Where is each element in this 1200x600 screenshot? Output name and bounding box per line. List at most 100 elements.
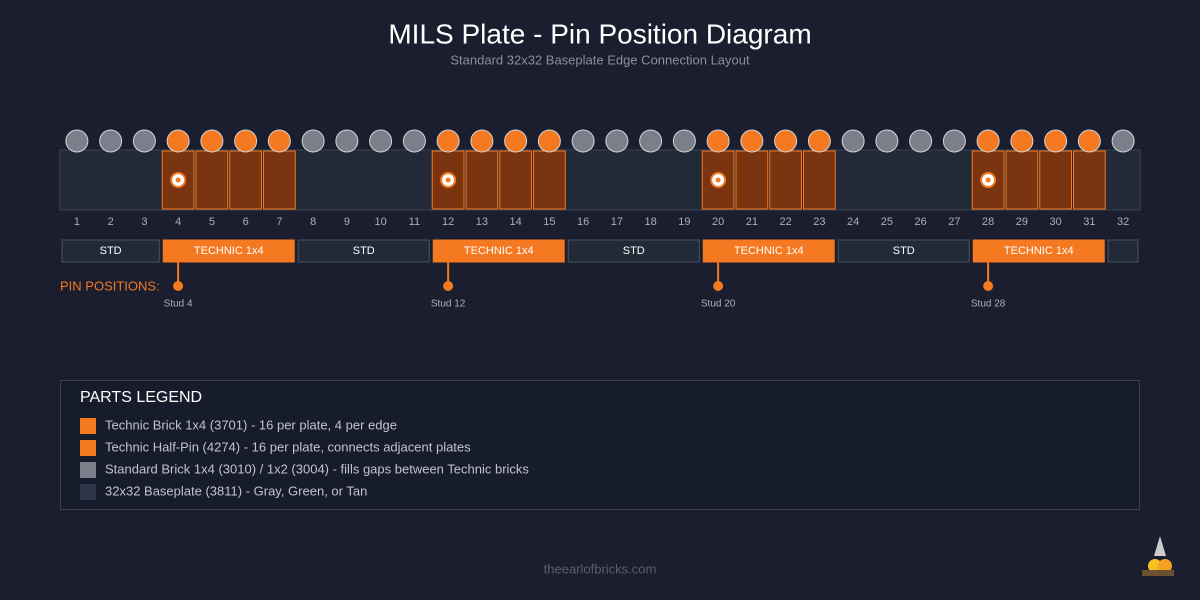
stud bbox=[774, 129, 798, 153]
technic-cell bbox=[499, 150, 532, 210]
stud-number: 22 bbox=[780, 216, 792, 228]
segment bbox=[567, 239, 700, 263]
stud-number: 16 bbox=[577, 216, 589, 228]
stud-number: 1 bbox=[74, 216, 80, 228]
legend-text: Technic Half-Pin (4274) - 16 per plate, … bbox=[105, 439, 471, 454]
technic-cell bbox=[229, 150, 262, 210]
stud-number: 26 bbox=[915, 216, 927, 228]
segment-label: STD bbox=[893, 245, 915, 257]
stud-number: 6 bbox=[243, 216, 249, 228]
stud-number: 13 bbox=[476, 216, 488, 228]
stud bbox=[402, 129, 426, 153]
legend-text: 32x32 Baseplate (3811) - Gray, Green, or… bbox=[105, 483, 367, 498]
stud bbox=[909, 129, 933, 153]
stud-number: 18 bbox=[645, 216, 657, 228]
segment bbox=[61, 239, 160, 263]
stud-number: 20 bbox=[712, 216, 724, 228]
half-pin-core bbox=[175, 177, 181, 183]
technic-cell bbox=[769, 150, 802, 210]
stud-number: 25 bbox=[881, 216, 893, 228]
stud bbox=[875, 129, 899, 153]
stud bbox=[1111, 129, 1135, 153]
stud bbox=[369, 129, 393, 153]
technic-cell bbox=[195, 150, 229, 210]
stud bbox=[200, 129, 224, 153]
pin-label: Stud 28 bbox=[971, 299, 1006, 310]
stud bbox=[740, 129, 764, 153]
stud-number: 28 bbox=[982, 216, 994, 228]
segment-label: STD bbox=[623, 245, 645, 257]
stud bbox=[1044, 129, 1068, 153]
pin-dot bbox=[713, 281, 724, 291]
segment-label: TECHNIC 1x4 bbox=[194, 245, 264, 257]
legend-swatch bbox=[80, 418, 96, 434]
pin-label: Stud 20 bbox=[701, 299, 736, 310]
stud bbox=[301, 129, 325, 153]
segment bbox=[972, 239, 1105, 263]
stud-number: 23 bbox=[813, 216, 825, 228]
legend-text: Standard Brick 1x4 (3010) / 1x2 (3004) -… bbox=[105, 461, 529, 476]
segment-label: STD bbox=[353, 245, 375, 257]
segment bbox=[837, 239, 970, 263]
segment-label: TECHNIC 1x4 bbox=[464, 245, 534, 257]
pin-label: Stud 12 bbox=[431, 299, 466, 310]
stud-number: 12 bbox=[442, 216, 454, 228]
segment bbox=[432, 239, 565, 263]
technic-cell bbox=[1073, 150, 1106, 210]
legend-text: Technic Brick 1x4 (3701) - 16 per plate,… bbox=[105, 417, 397, 432]
stud bbox=[942, 129, 966, 153]
segment-end bbox=[1107, 239, 1139, 263]
stud-number: 5 bbox=[209, 216, 215, 228]
stud-number: 14 bbox=[510, 216, 522, 228]
footer: theearlofbricks.com bbox=[544, 561, 657, 576]
stud bbox=[1077, 129, 1101, 153]
stud-number: 31 bbox=[1083, 216, 1095, 228]
segment-label: STD bbox=[100, 245, 122, 257]
segment bbox=[702, 239, 835, 263]
stud-number: 24 bbox=[847, 216, 859, 228]
stud bbox=[706, 129, 730, 153]
stud bbox=[504, 129, 528, 153]
stud bbox=[841, 129, 865, 153]
stud-number: 8 bbox=[310, 216, 316, 228]
stud-number: 17 bbox=[611, 216, 623, 228]
stud-number: 7 bbox=[276, 216, 282, 228]
stud bbox=[65, 129, 89, 153]
stud bbox=[267, 129, 291, 153]
stud bbox=[807, 129, 831, 153]
legend-title: PARTS LEGEND bbox=[80, 389, 202, 406]
stud-number: 3 bbox=[141, 216, 147, 228]
half-pin-core bbox=[445, 177, 451, 183]
segment-label: TECHNIC 1x4 bbox=[1004, 245, 1074, 257]
segment bbox=[297, 239, 430, 263]
stud bbox=[166, 129, 190, 153]
stud bbox=[537, 129, 561, 153]
segment bbox=[162, 239, 295, 263]
stud bbox=[605, 129, 629, 153]
stud-number: 30 bbox=[1050, 216, 1062, 228]
stud bbox=[1010, 129, 1034, 153]
stud-number: 4 bbox=[175, 216, 181, 228]
stud-number: 29 bbox=[1016, 216, 1028, 228]
logo bbox=[1142, 536, 1174, 576]
stud bbox=[234, 129, 258, 153]
stud bbox=[470, 129, 494, 153]
stud bbox=[672, 129, 696, 153]
stud-number: 15 bbox=[543, 216, 555, 228]
stud bbox=[132, 129, 156, 153]
stud bbox=[99, 129, 123, 153]
technic-cell bbox=[1039, 150, 1072, 210]
pin-label: Stud 4 bbox=[164, 299, 193, 310]
technic-cell bbox=[735, 150, 769, 210]
segment-label: TECHNIC 1x4 bbox=[734, 245, 804, 257]
stud bbox=[571, 129, 595, 153]
pin-dot bbox=[983, 281, 994, 291]
stud-number: 9 bbox=[344, 216, 350, 228]
pin-heading: PIN POSITIONS: bbox=[60, 278, 160, 293]
stud-number: 32 bbox=[1117, 216, 1129, 228]
pin-dot bbox=[173, 281, 184, 291]
stud-number: 19 bbox=[678, 216, 690, 228]
technic-cell bbox=[465, 150, 499, 210]
